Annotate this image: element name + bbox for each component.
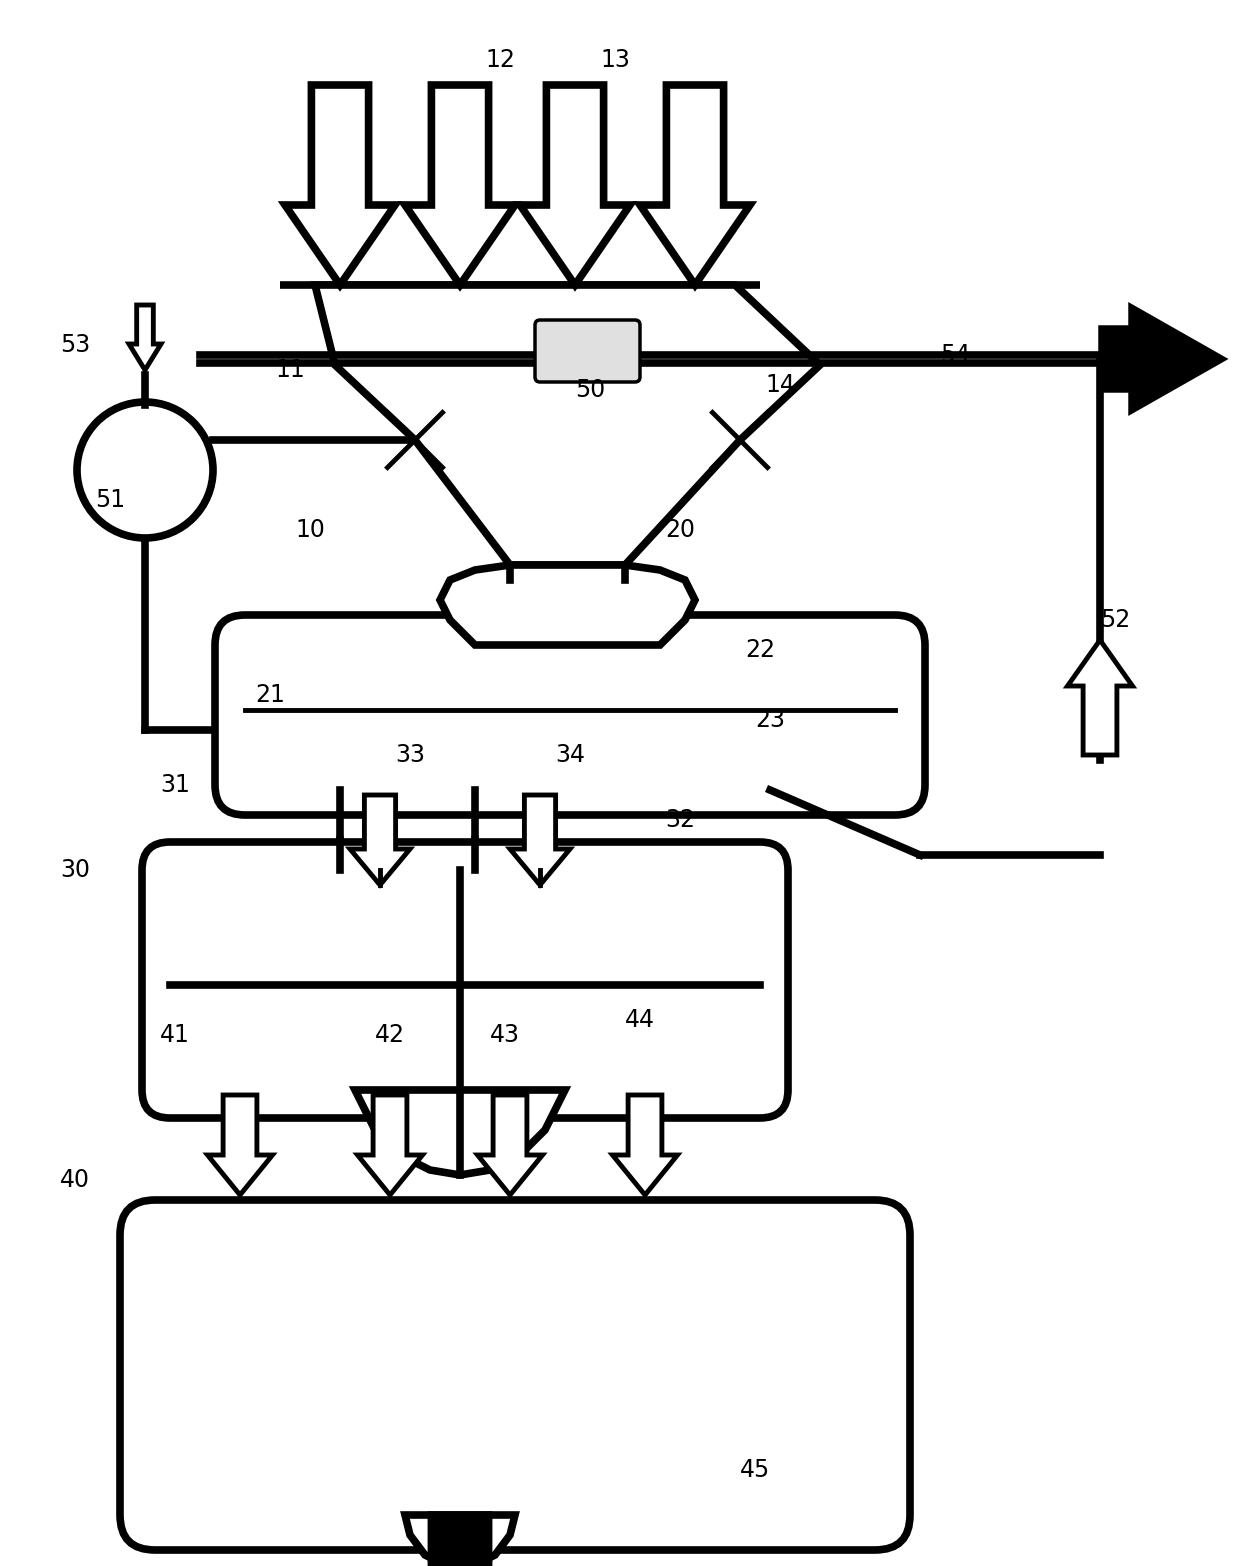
Text: 44: 44 [625,1009,655,1032]
Text: 10: 10 [295,518,325,542]
Polygon shape [477,1095,543,1195]
Text: 22: 22 [745,637,775,662]
Text: 53: 53 [60,334,91,357]
Text: 13: 13 [600,49,630,72]
Text: 40: 40 [60,1168,91,1192]
Text: 12: 12 [485,49,515,72]
Text: 54: 54 [940,343,970,366]
Polygon shape [1100,305,1225,413]
Text: 11: 11 [275,359,305,382]
Polygon shape [350,796,410,885]
Polygon shape [405,1514,515,1566]
Polygon shape [1068,640,1132,755]
Text: 43: 43 [490,1023,520,1048]
Polygon shape [440,565,694,645]
Polygon shape [520,85,630,285]
Polygon shape [613,1095,677,1195]
Text: 52: 52 [1100,608,1130,633]
Text: 32: 32 [665,808,694,832]
Text: 34: 34 [556,742,585,767]
Text: 14: 14 [765,373,795,398]
Text: 23: 23 [755,708,785,731]
Text: 45: 45 [740,1458,770,1481]
Polygon shape [640,85,750,285]
Text: 30: 30 [60,858,91,882]
Polygon shape [405,85,515,285]
Text: 51: 51 [95,489,125,512]
Text: 50: 50 [575,377,605,402]
Text: 31: 31 [160,774,190,797]
FancyBboxPatch shape [120,1200,910,1550]
Text: 33: 33 [396,742,425,767]
Text: 20: 20 [665,518,694,542]
Circle shape [77,402,213,539]
Polygon shape [510,796,570,885]
FancyBboxPatch shape [143,843,787,1118]
Polygon shape [285,85,396,285]
Polygon shape [129,305,161,370]
Text: 42: 42 [374,1023,405,1048]
Polygon shape [355,1090,565,1174]
Text: 21: 21 [255,683,285,706]
Text: 41: 41 [160,1023,190,1048]
Polygon shape [315,285,820,565]
FancyBboxPatch shape [534,319,640,382]
Polygon shape [405,1514,515,1566]
FancyBboxPatch shape [215,615,925,814]
Polygon shape [357,1095,423,1195]
Polygon shape [207,1095,273,1195]
